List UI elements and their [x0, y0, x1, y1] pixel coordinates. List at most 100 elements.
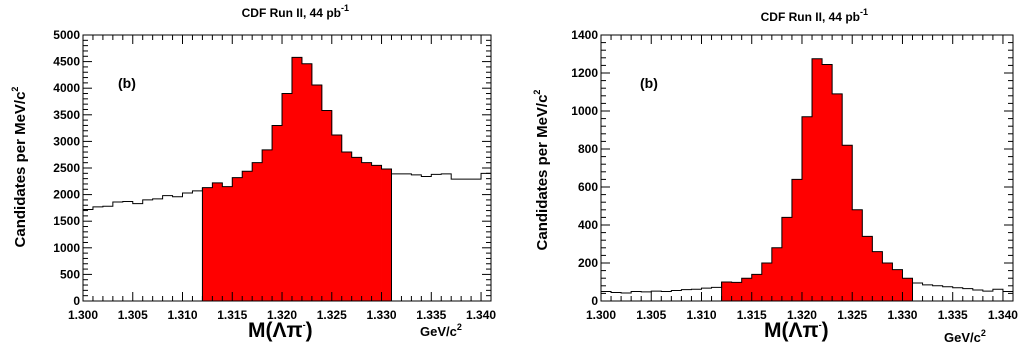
- signal-bin: [822, 64, 833, 301]
- histogram-line: [601, 58, 1013, 294]
- y-tick-label: 2500: [53, 161, 80, 175]
- y-tick-label: 3000: [53, 134, 80, 148]
- signal-bin: [902, 278, 913, 301]
- x-tick-label: 1.300: [586, 308, 616, 322]
- signal-bin: [212, 182, 223, 301]
- x-axis-unit: GeV/c2: [420, 322, 462, 339]
- signal-bin: [751, 274, 763, 301]
- signal-bin: [311, 85, 323, 302]
- signal-bin: [892, 269, 903, 301]
- signal-bin: [282, 93, 293, 302]
- y-tick-labels: 0 200 400 600 800 1000 1200 1400: [571, 28, 598, 308]
- axis-ticks: [600, 34, 1014, 302]
- x-tick-label: 1.320: [787, 308, 817, 322]
- x-tick-label: 1.310: [686, 308, 716, 322]
- y-tick-label: 500: [60, 267, 80, 281]
- chart-left: CDF Run II, 44 pb-1 0 500 1000 1500 2000 2500…: [10, 3, 496, 342]
- y-tick-label: 5000: [53, 28, 80, 42]
- plot-frame: [82, 34, 492, 302]
- y-tick-label: 2000: [53, 188, 80, 202]
- signal-bin: [222, 186, 233, 301]
- signal-bin: [371, 165, 382, 301]
- signal-bin: [321, 110, 333, 301]
- histogram-bars: [83, 56, 491, 302]
- signal-bin: [272, 125, 283, 301]
- y-tick-label: 4500: [53, 55, 80, 69]
- signal-bin: [262, 149, 273, 301]
- x-tick-label: 1.330: [367, 308, 397, 322]
- signal-bin: [381, 169, 392, 301]
- y-tick-label: 600: [578, 180, 598, 194]
- x-axis-unit: GeV/c2: [944, 328, 986, 345]
- y-tick-label: 1000: [571, 104, 598, 118]
- x-tick-label: 1.320: [267, 308, 297, 322]
- signal-bin: [781, 217, 793, 301]
- signal-bin: [232, 177, 243, 301]
- signal-bin: [852, 209, 863, 301]
- signal-bin: [331, 135, 343, 301]
- axis-ticks: [82, 34, 492, 302]
- x-tick-label: 1.325: [837, 308, 867, 322]
- signal-bin: [242, 171, 253, 301]
- y-axis-label: Candidates per MeV/c2: [532, 90, 551, 251]
- x-tick-labels: 1.300 1.305 1.310 1.315 1.320 1.325 1.330 1.335…: [586, 308, 1018, 322]
- x-tick-label: 1.330: [887, 308, 917, 322]
- x-tick-label: 1.315: [217, 308, 247, 322]
- signal-bin: [801, 116, 813, 301]
- signal-bin: [842, 145, 853, 301]
- signal-bin: [301, 63, 313, 302]
- y-tick-label: 400: [578, 218, 598, 232]
- panel-label: (b): [640, 75, 658, 91]
- x-tick-label: 1.315: [737, 308, 767, 322]
- signal-bin: [872, 251, 883, 301]
- signal-bin: [341, 152, 353, 301]
- x-tick-label: 1.300: [68, 308, 98, 322]
- y-tick-label: 0: [73, 294, 80, 308]
- x-tick-label: 1.335: [938, 308, 968, 322]
- x-tick-label: 1.335: [416, 308, 446, 322]
- y-tick-label: 0: [591, 294, 598, 308]
- x-tick-label: 1.310: [167, 308, 197, 322]
- signal-bin: [291, 57, 303, 302]
- signal-bin: [832, 93, 843, 302]
- y-tick-label: 1200: [571, 66, 598, 80]
- signal-bin: [721, 282, 733, 301]
- y-tick-label: 1400: [571, 28, 598, 42]
- signal-bin: [791, 179, 803, 301]
- histogram-line: [83, 56, 491, 210]
- y-tick-label: 200: [578, 256, 598, 270]
- y-tick-labels: 0 500 1000 1500 2000 2500 3000 3500 4000 4500 5000: [53, 28, 80, 308]
- x-tick-label: 1.305: [636, 308, 666, 322]
- plot-frame: [600, 34, 1014, 302]
- chart-title: CDF Run II, 44 pb-1: [761, 7, 868, 24]
- signal-bin: [351, 157, 363, 301]
- signal-bin: [741, 278, 753, 301]
- y-tick-label: 800: [578, 142, 598, 156]
- signal-bin: [731, 282, 743, 301]
- x-axis-label: M(Λπ-): [764, 319, 829, 342]
- x-tick-label: 1.340: [466, 308, 496, 322]
- signal-bin: [882, 263, 893, 301]
- signal-bin: [862, 236, 873, 301]
- x-tick-labels: 1.300 1.305 1.310 1.315 1.320 1.325 1.330 1.335…: [68, 308, 496, 322]
- y-tick-label: 4000: [53, 81, 80, 95]
- y-axis-label: Candidates per MeV/c2: [10, 87, 29, 248]
- y-tick-label: 1500: [53, 214, 80, 228]
- histogram-bars: [601, 58, 1013, 302]
- signal-bin: [761, 263, 773, 301]
- x-tick-label: 1.325: [317, 308, 347, 322]
- x-axis-label: M(Λπ-): [248, 319, 313, 342]
- signal-bin: [771, 247, 783, 301]
- x-tick-label: 1.340: [988, 308, 1018, 322]
- signal-bin: [202, 187, 213, 301]
- signal-bin: [812, 58, 823, 301]
- x-tick-label: 1.305: [118, 308, 148, 322]
- signal-bin: [252, 162, 263, 301]
- chart-right: CDF Run II, 44 pb-1 0 200 400 600 800 1000 120…: [532, 7, 1018, 345]
- signal-bin: [361, 162, 372, 301]
- y-tick-label: 3500: [53, 108, 80, 122]
- y-tick-label: 1000: [53, 241, 80, 255]
- panel-label: (b): [118, 75, 136, 91]
- chart-title: CDF Run II, 44 pb-1: [242, 3, 349, 20]
